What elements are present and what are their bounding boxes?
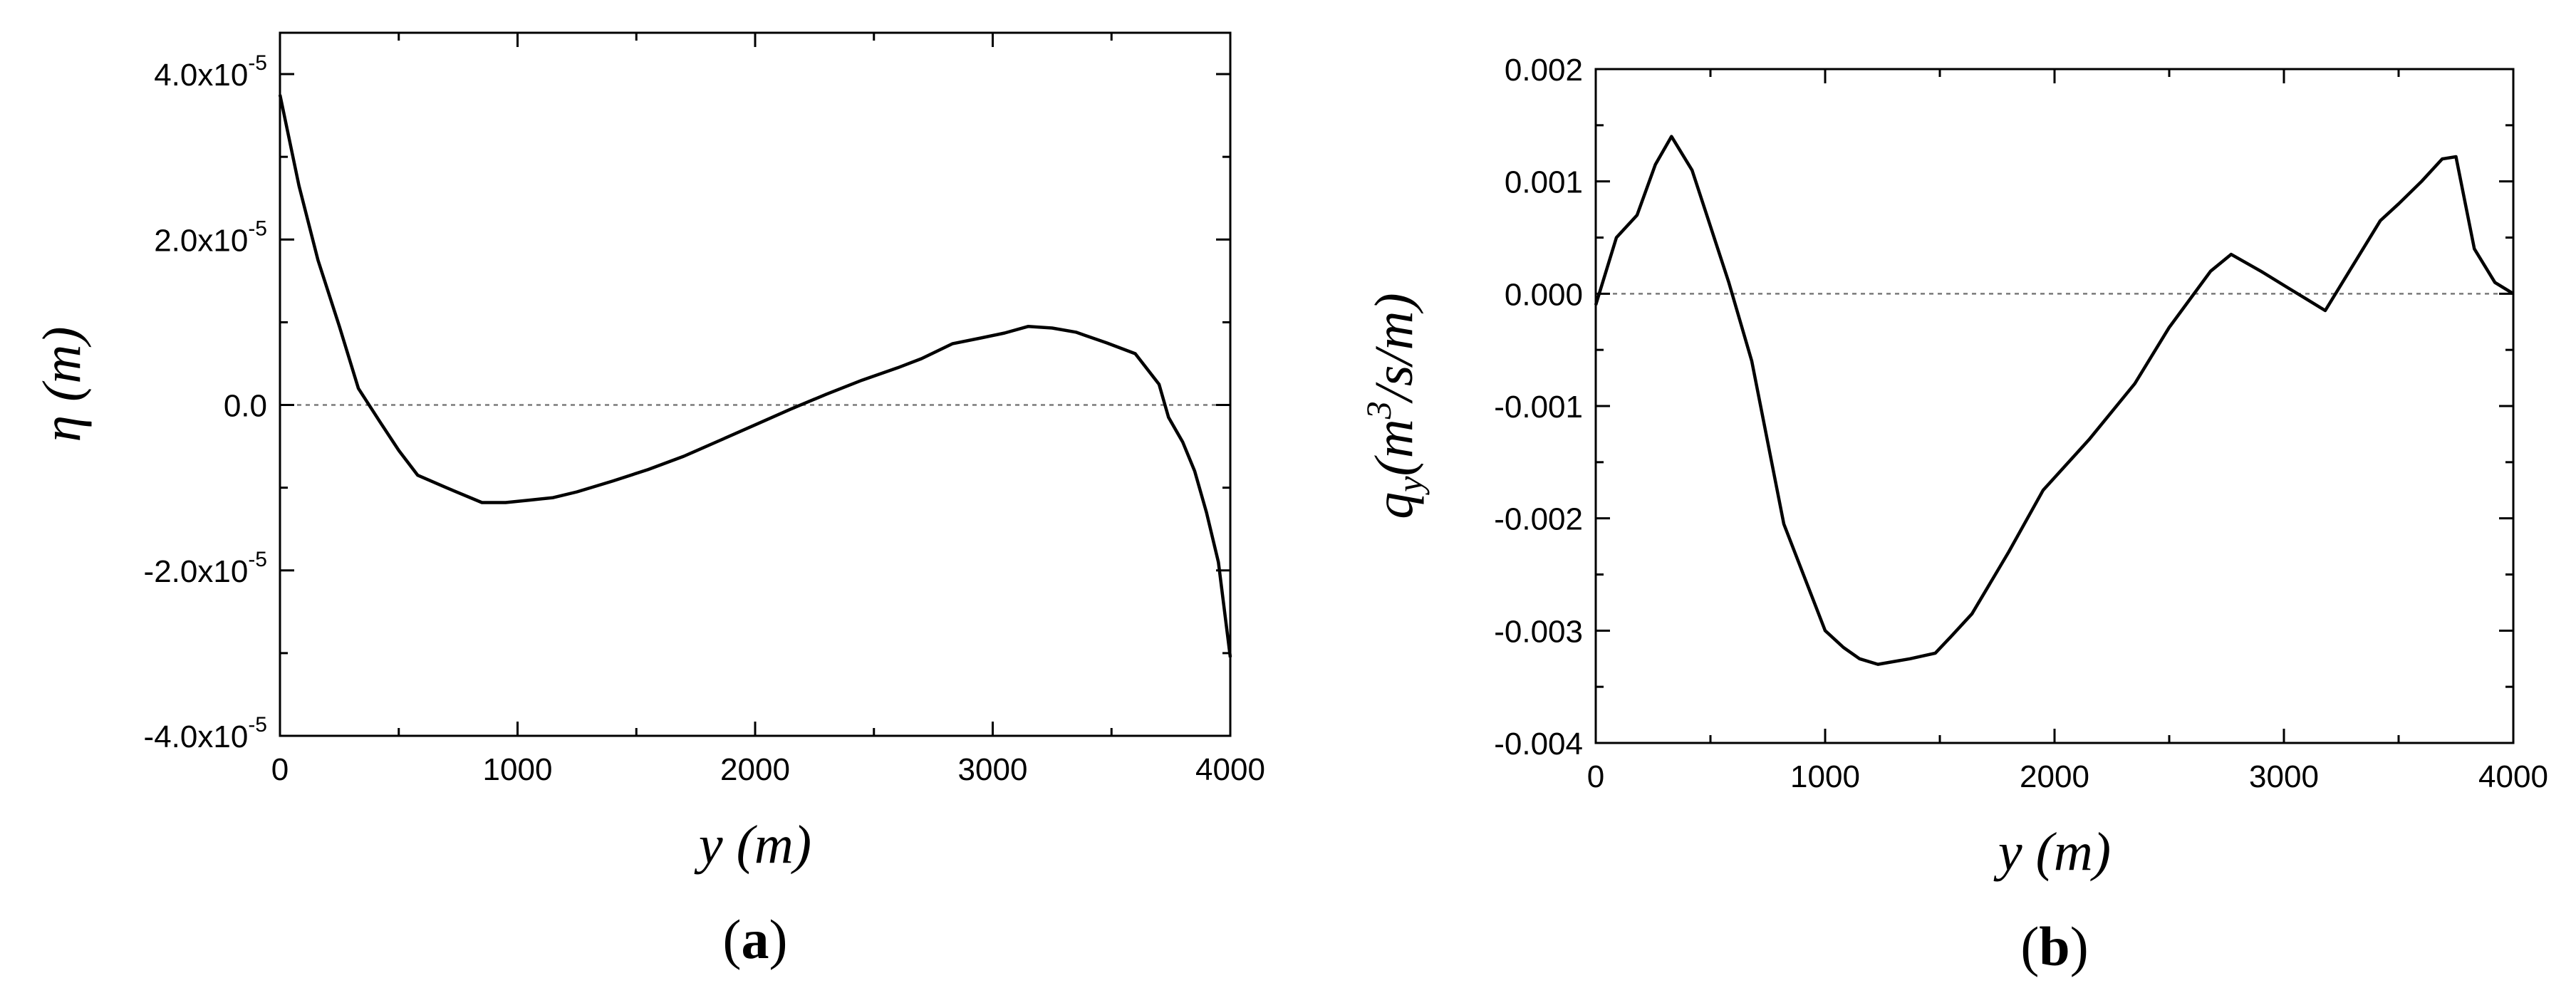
x-axis-ticks: 0 1000 2000 3000 4000 xyxy=(1587,69,2548,794)
panel-label-a: (a) xyxy=(723,908,788,970)
y-tick-exponent: -5 xyxy=(248,51,267,75)
x-tick-label: 4000 xyxy=(2478,759,2548,794)
y-tick-mantissa: -2.0x10 xyxy=(144,554,249,589)
x-tick-label: 2000 xyxy=(720,752,790,787)
y-tick-label: -0.003 xyxy=(1494,614,1583,649)
plot-frame xyxy=(279,31,1232,737)
y-tick-mantissa: 2.0x10 xyxy=(154,223,248,258)
y-axis-title: qy(m3/s/m) xyxy=(1359,293,1430,519)
x-tick-label: 3000 xyxy=(2249,759,2319,794)
x-tick-label: 0 xyxy=(271,752,289,787)
y-title-unit-close: /s/m) xyxy=(1364,293,1424,404)
y-tick-mantissa: -4.0x10 xyxy=(144,719,249,754)
eta-series-line xyxy=(278,94,1232,657)
x-tick-label: 1000 xyxy=(483,752,553,787)
y-tick-label: -4.0x10-5 xyxy=(144,713,267,754)
y-tick-label: -0.002 xyxy=(1494,502,1583,537)
y-tick-label: 0.0 xyxy=(224,389,267,424)
y-tick-exponent: -5 xyxy=(248,217,267,240)
x-tick-label: 1000 xyxy=(1790,759,1860,794)
qy-series-line xyxy=(1594,135,2515,666)
y-tick-mantissa: 4.0x10 xyxy=(154,58,248,93)
x-axis-ticks: 0 1000 2000 3000 4000 xyxy=(271,33,1265,787)
y-tick-label: 0.002 xyxy=(1505,53,1583,88)
y-axis-ticks: 0.002 0.001 0.000 -0.001 -0.002 -0.003 -0.004 xyxy=(1494,53,2513,761)
y-title-q: q xyxy=(1364,492,1424,519)
panel-letter-b: b xyxy=(2039,915,2069,977)
panel-letter-a: a xyxy=(742,908,769,970)
y-tick-exponent: -5 xyxy=(248,713,267,737)
y-tick-exponent: -5 xyxy=(248,548,267,571)
y-title-exponent: 3 xyxy=(1359,401,1398,420)
y-tick-label: 0.000 xyxy=(1505,277,1583,312)
y-tick-label: -0.004 xyxy=(1494,727,1583,761)
y-tick-label: 0.001 xyxy=(1505,165,1583,200)
y-tick-label: -0.001 xyxy=(1494,390,1583,425)
y-axis-title: η (m) xyxy=(32,326,92,442)
x-axis-title: y (m) xyxy=(694,815,811,875)
y-tick-label: 4.0x10-5 xyxy=(154,51,267,93)
x-tick-label: 4000 xyxy=(1195,752,1265,787)
x-tick-label: 0 xyxy=(1587,759,1604,794)
plot-frame xyxy=(1594,68,2515,744)
x-tick-label: 3000 xyxy=(958,752,1028,787)
chart-panel-b: 0 1000 2000 3000 4000 0.002 0.001 0.000 -0.001 -… xyxy=(1359,53,2548,977)
y-tick-label: -2.0x10-5 xyxy=(144,548,267,589)
y-title-unit-open: (m xyxy=(1364,419,1424,476)
y-axis-ticks: 4.0x10-52.0x10-50.0-2.0x10-5-4.0x10-5 xyxy=(144,51,1230,754)
y-tick-label: 2.0x10-5 xyxy=(154,217,267,258)
x-axis-title: y (m) xyxy=(1993,822,2111,882)
y-title-subscript: y xyxy=(1390,476,1430,496)
panel-label-b: (b) xyxy=(2020,915,2088,977)
chart-panel-a: 0 1000 2000 3000 4000 4.0x10-52.0x10-50.0-2.… xyxy=(32,31,1265,970)
x-tick-label: 2000 xyxy=(2020,759,2089,794)
y-tick-mantissa: 0.0 xyxy=(224,389,267,424)
